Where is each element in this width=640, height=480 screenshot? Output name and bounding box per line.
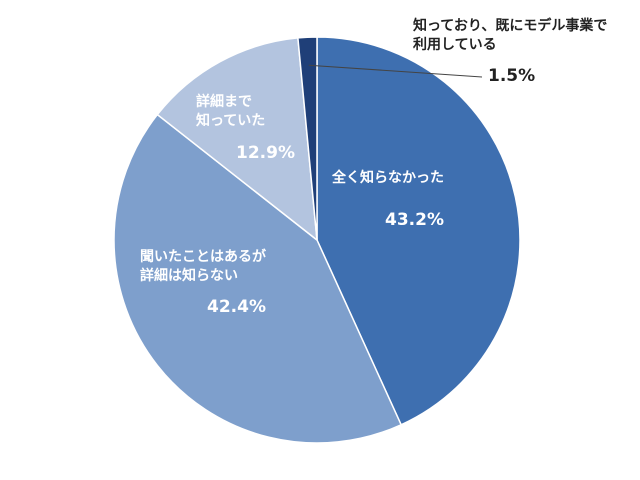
- slice-label-heard-but-not-details-line1: 聞いたことはあるが: [140, 249, 266, 265]
- slice-label-already-using-line1: 知っており、既にモデル事業で: [413, 18, 608, 34]
- slice-value-heard-but-not-details: 42.4%: [207, 297, 266, 317]
- slice-label-not-aware-at-all: 全く知らなかった: [332, 170, 444, 186]
- pie-slice-already-using: [297, 36, 318, 241]
- leader-line-already-using: [308, 64, 483, 78]
- slice-value-knew-details: 12.9%: [236, 143, 295, 163]
- slice-value-already-using: 1.5%: [488, 66, 536, 86]
- slice-label-knew-details-line1: 詳細まで: [196, 94, 252, 110]
- pie-slice-not-aware-at-all: [316, 36, 521, 426]
- slice-label-heard-but-not-details-line2: 詳細は知らない: [140, 268, 238, 284]
- slice-value-not-aware-at-all: 43.2%: [385, 210, 444, 230]
- pie-slice-heard-but-not-details: [113, 113, 403, 444]
- slice-label-already-using-line2: 利用している: [413, 37, 497, 53]
- slice-label-knew-details-line2: 知っていた: [196, 113, 266, 129]
- pie-slice-knew-details: [156, 37, 318, 242]
